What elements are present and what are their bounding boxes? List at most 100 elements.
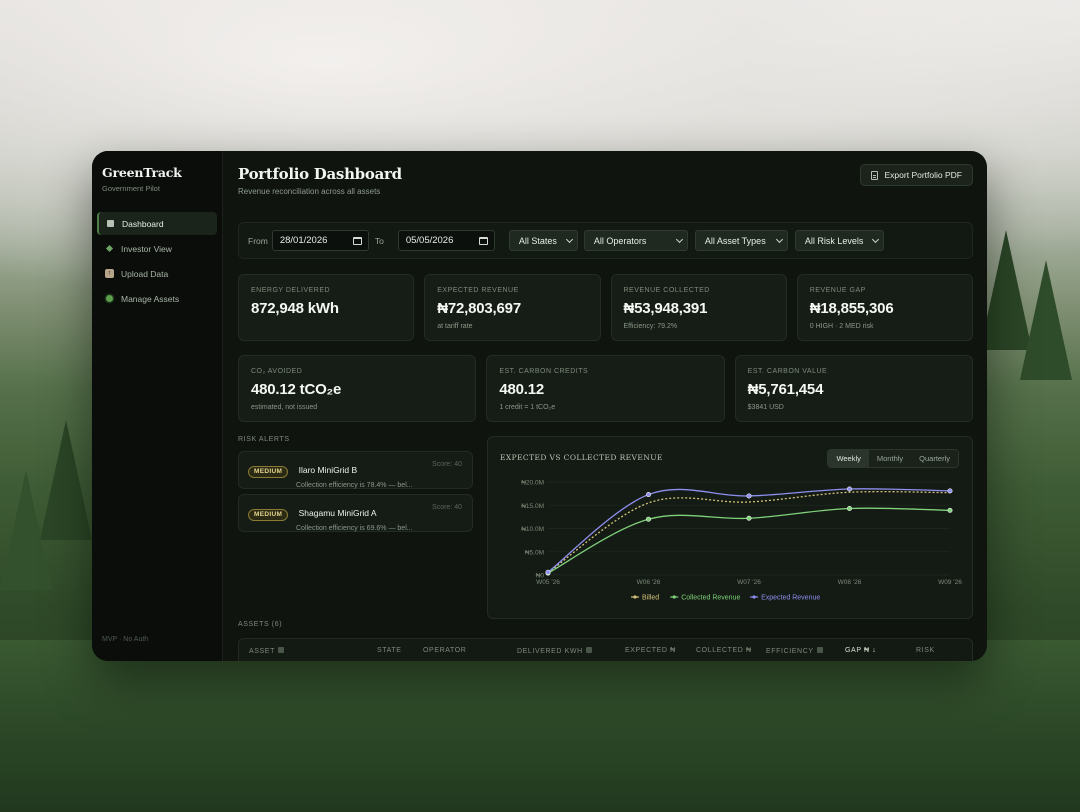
upload-icon: ↑ <box>105 269 114 278</box>
data-point-expected-revenue <box>746 493 752 499</box>
chevron-down-icon <box>871 235 879 243</box>
legend-marker-expected-revenue <box>752 595 756 599</box>
kpi-card-carbon-credits: Est. Carbon Credits 480.12 1 credit = 1 … <box>486 355 725 422</box>
operator-select[interactable]: All Operators <box>583 230 688 251</box>
risk-alerts: Risk Alerts MEDIUM Ilaro MiniGrid B Scor… <box>238 436 473 619</box>
column-header-label: Asset <box>249 648 275 655</box>
column-header-operator[interactable]: Operator <box>423 647 467 654</box>
legend-label-collected-revenue: Collected Revenue <box>681 595 740 602</box>
revenue-line-chart: ₦0 ₦5.0M ₦10.0M ₦15.0M ₦20.0M W05 '26 W06 '26 W… <box>521 480 962 602</box>
data-point-collected-revenue <box>846 506 852 512</box>
kpi-card-expected-revenue: Expected Revenue ₦72,803,697 at tariff r… <box>424 274 601 341</box>
filter-bar: From 28/01/2026 To 05/05/2026 All States… <box>238 222 973 259</box>
alert-card[interactable]: MEDIUM Ilaro MiniGrid B Score: 40 Collec… <box>238 451 473 489</box>
kpi-row: Energy Delivered 872,948 kWh Expected Re… <box>238 274 973 341</box>
kpi-label: Revenue Gap <box>809 287 866 294</box>
document-icon <box>870 170 878 180</box>
brand: GreenTrack Government Pilot <box>97 165 217 193</box>
x-tick-label: W09 '26 <box>938 579 962 586</box>
kpi-note: 1 credit = 1 tCO₂e <box>499 404 556 411</box>
calendar-icon[interactable] <box>352 236 362 245</box>
state-select-value: All States <box>518 235 557 246</box>
assets-table: Asset State Operator Delivered kWh Expec… <box>238 638 973 661</box>
alert-description: Collection efficiency is 78.4% — bel... <box>296 482 413 489</box>
column-header-asset[interactable]: Asset <box>249 647 284 655</box>
legend-label-expected-revenue: Expected Revenue <box>761 595 820 602</box>
background-tree <box>1020 260 1072 380</box>
revenue-chart-card: Expected vs Collected Revenue Weekly Mon… <box>487 436 973 619</box>
lower-section: Risk Alerts MEDIUM Ilaro MiniGrid B Scor… <box>238 436 973 619</box>
info-icon <box>277 647 284 653</box>
from-date-value: 28/01/2026 <box>279 235 328 246</box>
sidebar-item-dashboard[interactable]: Dashboard <box>97 212 217 235</box>
column-header-collected[interactable]: Collected ₦ <box>696 647 752 654</box>
column-header-state[interactable]: State <box>377 647 402 654</box>
data-point-expected-revenue <box>846 486 852 492</box>
column-header-label: Efficiency <box>766 648 814 655</box>
kpi-card-revenue-collected: Revenue Collected ₦53,948,391 Efficiency… <box>610 274 787 341</box>
series-line-expected-revenue <box>547 488 951 573</box>
period-toggle: Weekly Monthly Quarterly <box>827 449 959 468</box>
asset-type-select[interactable]: All Asset Types <box>694 230 788 251</box>
page-header: Portfolio Dashboard Revenue reconciliati… <box>238 163 973 209</box>
kpi-label: CO₂ Avoided <box>251 368 303 375</box>
kpi-label: Energy Delivered <box>251 287 331 294</box>
sidebar-item-label: Manage Assets <box>121 293 180 304</box>
legend-marker-billed <box>633 595 637 599</box>
sidebar-item-label: Investor View <box>121 243 172 254</box>
calendar-icon[interactable] <box>478 236 488 245</box>
sidebar-item-manage-assets[interactable]: Manage Assets <box>97 287 217 310</box>
tab-quarterly[interactable]: Quarterly <box>911 450 958 467</box>
assets-label: Assets (6) <box>238 621 283 628</box>
sidebar-nav: Dashboard Investor View ↑ Upload Data Ma… <box>97 212 217 310</box>
kpi-label: Expected Revenue <box>437 287 519 294</box>
data-point-expected-revenue <box>947 488 953 494</box>
sidebar-item-investor-view[interactable]: Investor View <box>97 237 217 260</box>
state-select[interactable]: All States <box>508 230 578 251</box>
column-header-gap[interactable]: Gap ₦ ↓ <box>845 647 877 654</box>
sidebar-footer: MVP · No Auth <box>102 636 149 643</box>
column-header-efficiency[interactable]: Efficiency <box>766 647 823 655</box>
kpi-value: ₦18,855,306 <box>809 300 894 317</box>
sidebar-item-label: Dashboard <box>122 218 164 229</box>
alert-description: Collection efficiency is 69.6% — bel... <box>296 525 413 532</box>
kpi-value: 872,948 kWh <box>251 300 339 317</box>
risk-badge: MEDIUM <box>248 466 289 478</box>
sidebar-item-label: Upload Data <box>121 268 169 279</box>
data-point-expected-revenue <box>545 569 551 575</box>
info-icon <box>816 647 823 653</box>
kpi-value: 480.12 tCO₂e <box>251 381 342 398</box>
y-tick-label: ₦10.0M <box>521 526 544 533</box>
tab-monthly[interactable]: Monthly <box>868 450 912 467</box>
column-header-delivered-kwh[interactable]: Delivered kWh <box>517 647 592 655</box>
alert-score: Score: 40 <box>432 504 462 511</box>
page-subtitle: Revenue reconciliation across all assets <box>238 187 381 196</box>
kpi-label: Est. Carbon Value <box>747 368 828 375</box>
tab-weekly[interactable]: Weekly <box>828 450 869 467</box>
column-header-risk[interactable]: Risk <box>916 647 935 654</box>
diamond-icon <box>105 244 114 253</box>
legend-marker-collected-revenue <box>672 595 676 599</box>
background-forest <box>0 640 1080 812</box>
risk-level-select[interactable]: All Risk Levels <box>794 230 884 251</box>
dashboard-square-icon <box>106 219 115 228</box>
main-content: Portfolio Dashboard Revenue reconciliati… <box>223 151 987 661</box>
operator-select-value: All Operators <box>593 235 647 246</box>
from-date-input[interactable]: 28/01/2026 <box>271 230 369 251</box>
chevron-down-icon <box>675 235 683 243</box>
x-tick-label: W05 '26 <box>536 579 560 586</box>
chevron-down-icon <box>565 235 573 243</box>
brand-name: GreenTrack <box>102 165 182 180</box>
column-header-expected[interactable]: Expected ₦ <box>625 647 676 654</box>
x-tick-label: W07 '26 <box>737 579 761 586</box>
kpi-card-co2-avoided: CO₂ Avoided 480.12 tCO₂e estimated, not … <box>238 355 477 422</box>
kpi-value: ₦72,803,697 <box>437 300 521 317</box>
kpi-value: ₦53,948,391 <box>623 300 708 317</box>
kpi-card-revenue-gap: Revenue Gap ₦18,855,306 0 HIGH · 2 MED r… <box>796 274 973 341</box>
chart-title: Expected vs Collected Revenue <box>500 453 663 462</box>
y-tick-label: ₦0 <box>536 573 545 580</box>
export-pdf-button[interactable]: Export Portfolio PDF <box>859 164 973 186</box>
alert-card[interactable]: MEDIUM Shagamu MiniGrid A Score: 40 Coll… <box>238 494 473 532</box>
to-date-input[interactable]: 05/05/2026 <box>397 230 495 251</box>
sidebar-item-upload-data[interactable]: ↑ Upload Data <box>97 262 217 285</box>
